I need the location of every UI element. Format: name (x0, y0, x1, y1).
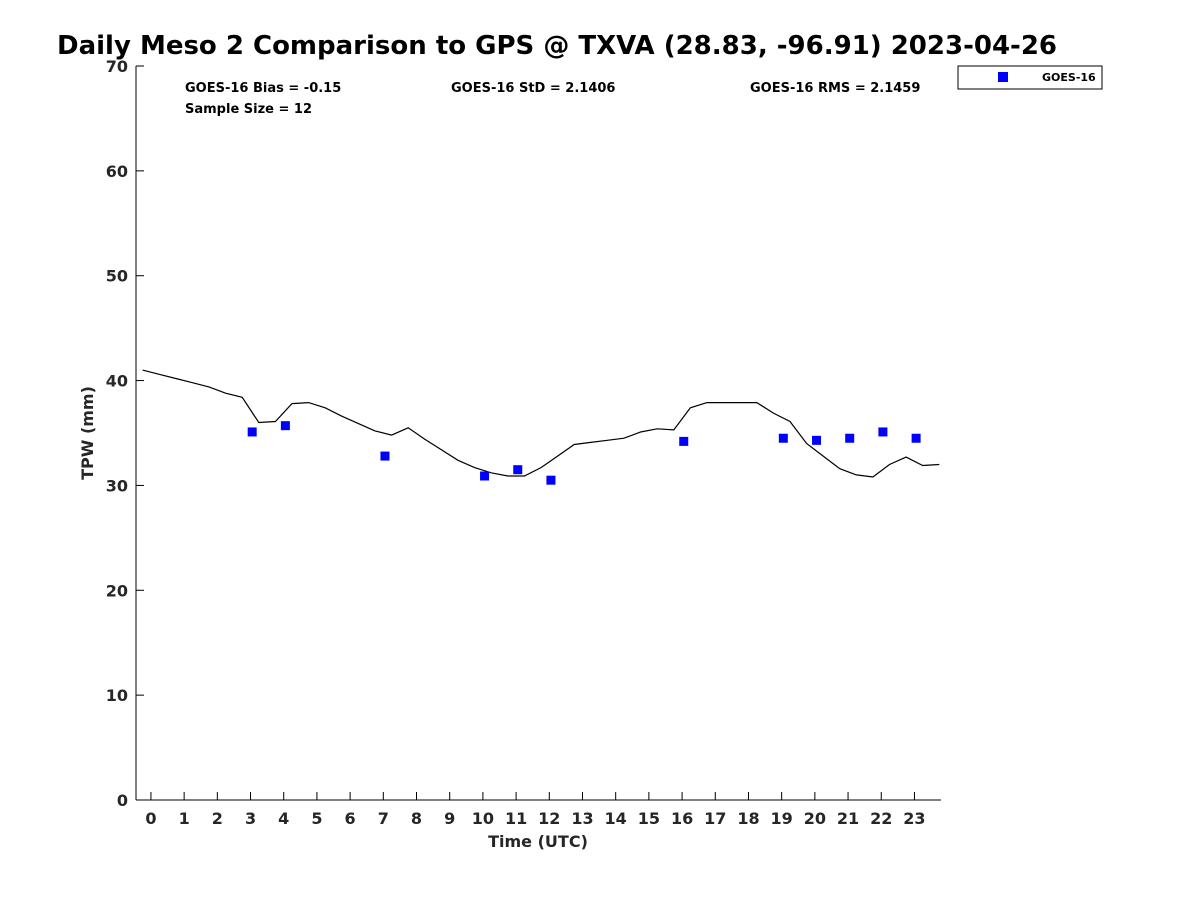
goes16-data-point (480, 471, 490, 481)
x-tick-label: 12 (538, 809, 560, 828)
x-tick-label: 23 (903, 809, 925, 828)
legend-box (957, 65, 1103, 90)
x-tick-label: 11 (505, 809, 527, 828)
y-tick-label: 10 (106, 686, 128, 705)
goes16-data-point (247, 427, 257, 437)
y-tick-label: 40 (106, 372, 128, 391)
sample-size-annotation: Sample Size = 12 (185, 102, 312, 117)
legend-label: GOES-16 (1042, 71, 1096, 84)
goes16-data-point (778, 433, 788, 443)
x-axis-label: Time (UTC) (488, 832, 588, 851)
x-tick-label: 8 (411, 809, 422, 828)
goes16-data-point (280, 421, 290, 431)
x-tick-label: 14 (605, 809, 627, 828)
x-tick-label: 21 (837, 809, 859, 828)
gps-tpw-line (142, 369, 940, 478)
legend: GOES-16 (957, 65, 1103, 90)
x-tick-label: 2 (212, 809, 223, 828)
x-tick-label: 6 (345, 809, 356, 828)
rms-annotation: GOES-16 RMS = 2.1459 (750, 81, 920, 96)
x-tick-label: 22 (870, 809, 892, 828)
x-tick-label: 10 (472, 809, 494, 828)
series-layer (142, 369, 940, 485)
y-tick-label: 50 (106, 267, 128, 286)
x-tick-label: 4 (278, 809, 289, 828)
x-tick-label: 16 (671, 809, 693, 828)
goes16-data-point (380, 451, 390, 461)
x-tick-label: 1 (179, 809, 190, 828)
y-tick-label: 60 (106, 162, 128, 181)
goes16-data-point (546, 475, 556, 485)
goes16-data-point (679, 436, 689, 446)
y-tick-label: 0 (117, 791, 128, 810)
goes16-data-point (513, 465, 523, 475)
x-tick-label: 7 (378, 809, 389, 828)
bias-annotation: GOES-16 Bias = -0.15 (185, 81, 341, 96)
chart-title: Daily Meso 2 Comparison to GPS @ TXVA (2… (57, 31, 1057, 61)
goes16-data-point (878, 427, 888, 437)
x-tick-label: 20 (804, 809, 826, 828)
x-tick-label: 3 (245, 809, 256, 828)
x-tick-label: 17 (704, 809, 726, 828)
goes16-data-point (812, 435, 822, 445)
y-tick-label: 20 (106, 581, 128, 600)
x-tick-label: 5 (311, 809, 322, 828)
std-annotation: GOES-16 StD = 2.1406 (451, 81, 615, 96)
y-axis-label: TPW (mm) (78, 386, 97, 480)
plot-axes (135, 66, 941, 801)
x-tick-label: 18 (737, 809, 759, 828)
x-tick-label: 0 (145, 809, 156, 828)
legend-marker (998, 72, 1008, 82)
goes16-data-point (845, 433, 855, 443)
goes16-data-point (911, 433, 921, 443)
x-tick-label: 13 (571, 809, 593, 828)
x-tick-label: 15 (638, 809, 660, 828)
y-tick-label: 70 (106, 57, 128, 76)
y-tick-label: 30 (106, 476, 128, 495)
x-tick-label: 19 (771, 809, 793, 828)
x-tick-label: 9 (444, 809, 455, 828)
